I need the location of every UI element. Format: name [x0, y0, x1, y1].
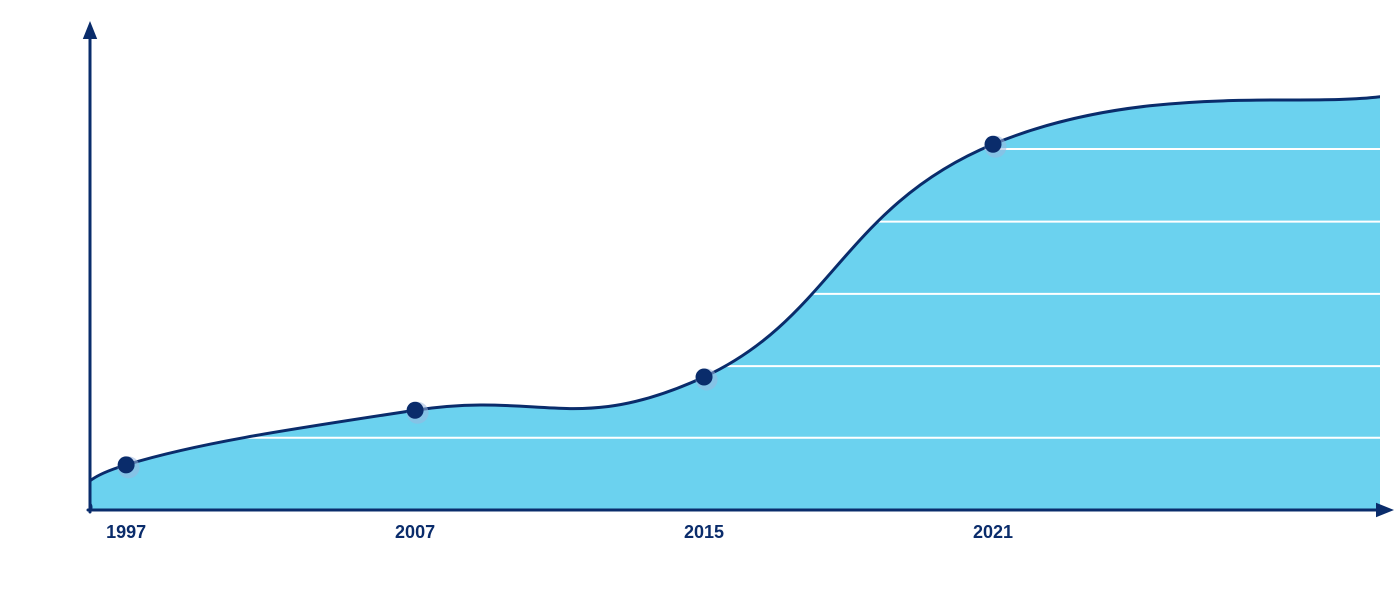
- data-point-marker: [407, 402, 424, 419]
- data-point-marker: [985, 136, 1002, 153]
- x-tick-label: 2015: [684, 522, 724, 542]
- chart-svg: 1997 2007 2015 2021: [0, 0, 1400, 600]
- area-chart: 1997 2007 2015 2021: [0, 0, 1400, 600]
- x-tick-label: 2007: [395, 522, 435, 542]
- x-tick-label: 1997: [106, 522, 146, 542]
- data-point-marker: [118, 456, 135, 473]
- x-tick-label: 2021: [973, 522, 1013, 542]
- data-point-marker: [696, 369, 713, 386]
